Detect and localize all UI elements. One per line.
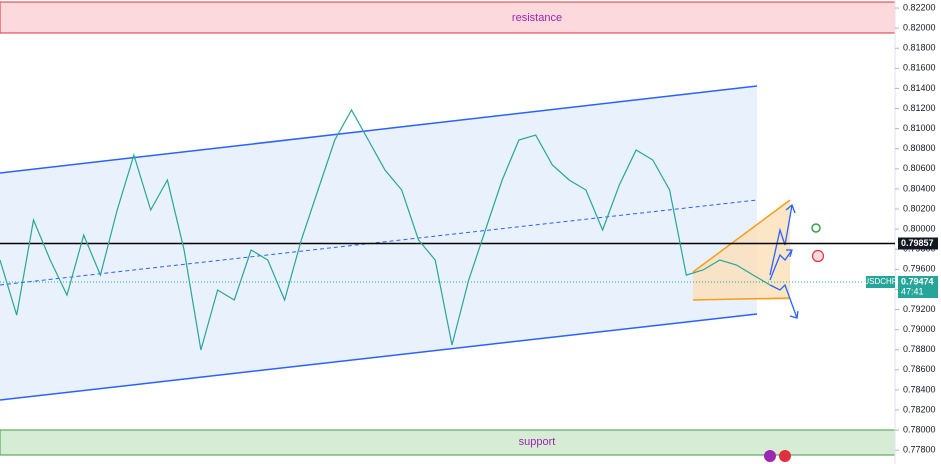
arrows — [769, 203, 799, 319]
marker-green — [811, 223, 821, 233]
channel-upper — [0, 85, 758, 174]
level-label: 0.79857 — [901, 238, 934, 248]
y-tick-label: 0.80000 — [903, 224, 936, 234]
triangle-bottom — [692, 297, 791, 301]
y-tick-label: 0.81400 — [903, 83, 936, 93]
resistance-zone — [0, 1, 896, 34]
y-tick-label: 0.81800 — [903, 43, 936, 53]
y-tick-label: 0.79000 — [903, 324, 936, 334]
y-tick-label: 0.78600 — [903, 364, 936, 374]
y-tick-label: 0.80400 — [903, 183, 936, 193]
current-tag — [898, 275, 938, 298]
y-tick-label: 0.82000 — [903, 23, 936, 33]
symbol-tag — [866, 275, 895, 288]
y-tick-label: 0.80800 — [903, 143, 936, 153]
support-label: support — [519, 436, 556, 448]
support-zone — [0, 429, 896, 456]
channel-mid — [0, 199, 758, 286]
marker-red — [811, 249, 825, 263]
channel-lower — [0, 313, 758, 401]
y-tick-label: 0.81000 — [903, 123, 936, 133]
y-tick-label: 0.79600 — [903, 264, 936, 274]
flag-icon[interactable] — [779, 450, 791, 462]
current-label: 0.79474 — [901, 276, 934, 286]
y-tick-label: 0.81200 — [903, 103, 936, 113]
y-tick-label: 0.77800 — [903, 445, 936, 455]
y-tick-label: 0.80200 — [903, 203, 936, 213]
y-tick-label: 0.79200 — [903, 304, 936, 314]
y-tick-label: 0.78200 — [903, 404, 936, 414]
y-tick-label: 0.78000 — [903, 425, 936, 435]
resistance-label: resistance — [512, 12, 562, 24]
triangle — [693, 200, 790, 300]
countdown-label: 47:41 — [901, 286, 924, 296]
y-tick-label: 0.81600 — [903, 63, 936, 73]
event-icon[interactable] — [764, 450, 776, 462]
y-tick-label: 0.82200 — [903, 2, 936, 12]
price-line — [0, 108, 771, 351]
triangle-top — [692, 199, 791, 273]
level-tag — [898, 237, 938, 250]
y-tick-label: 0.80600 — [903, 163, 936, 173]
symbol-label: USDCHF — [863, 277, 896, 286]
y-tick-label: 0.78400 — [903, 384, 936, 394]
y-tick-label: 0.78800 — [903, 344, 936, 354]
